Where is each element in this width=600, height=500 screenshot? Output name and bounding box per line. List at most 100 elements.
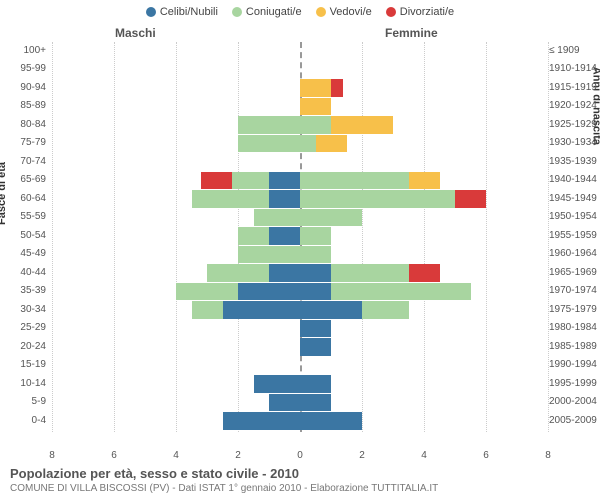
gender-female-label: Femmine (385, 26, 438, 40)
female-half (300, 301, 409, 319)
male-half (223, 412, 301, 430)
age-label: 50-54 (20, 231, 46, 241)
bar-segment (300, 116, 331, 134)
birth-year-label: 1945-1949 (549, 194, 597, 204)
female-half (300, 209, 362, 227)
age-label: 15-19 (20, 360, 46, 370)
age-label: 75-79 (20, 138, 46, 148)
female-half (300, 79, 343, 97)
bar-segment (300, 394, 331, 412)
age-row (52, 227, 548, 245)
bar-segment (300, 227, 331, 245)
bar-segment (331, 283, 471, 301)
x-tick: 8 (545, 450, 551, 461)
bar-segment (201, 172, 232, 190)
age-label: 60-64 (20, 194, 46, 204)
bar-segment (331, 79, 343, 97)
chart-footer: Popolazione per età, sesso e stato civil… (10, 466, 590, 494)
x-tick: 8 (49, 450, 55, 461)
birth-year-label: ≤ 1909 (549, 46, 580, 56)
legend-swatch (316, 7, 326, 17)
bar-segment (232, 172, 269, 190)
bar-segment (269, 227, 300, 245)
male-half (238, 227, 300, 245)
female-half (300, 412, 362, 430)
birth-year-label: 2005-2009 (549, 416, 597, 426)
chart-subtitle: COMUNE DI VILLA BISCOSSI (PV) - Dati IST… (10, 483, 590, 494)
bar-segment (223, 301, 301, 319)
birth-year-label: 2000-2004 (549, 397, 597, 407)
bar-segment (192, 190, 270, 208)
age-label: 65-69 (20, 175, 46, 185)
age-row (52, 61, 548, 79)
bar-segment (300, 375, 331, 393)
birth-year-label: 1915-1919 (549, 83, 597, 93)
legend-label: Coniugati/e (246, 6, 302, 18)
age-label: 55-59 (20, 212, 46, 222)
age-row (52, 98, 548, 116)
age-row (52, 246, 548, 264)
female-half (300, 283, 471, 301)
bar-segment (269, 394, 300, 412)
legend-label: Vedovi/e (330, 6, 372, 18)
female-half (300, 246, 331, 264)
age-row (52, 153, 548, 171)
female-half (300, 264, 440, 282)
bar-segment (238, 135, 300, 153)
birth-year-label: 1930-1934 (549, 138, 597, 148)
age-label: 10-14 (20, 379, 46, 389)
male-half (269, 394, 300, 412)
female-half (300, 116, 393, 134)
x-tick: 4 (421, 450, 427, 461)
male-half (254, 209, 301, 227)
legend-swatch (232, 7, 242, 17)
age-row (52, 135, 548, 153)
x-tick: 4 (173, 450, 179, 461)
bar-segment (300, 98, 331, 116)
birth-year-label: 1965-1969 (549, 268, 597, 278)
female-half (300, 190, 486, 208)
bar-segment (455, 190, 486, 208)
bar-segment (254, 375, 301, 393)
chart-title: Popolazione per età, sesso e stato civil… (10, 466, 590, 481)
age-row (52, 209, 548, 227)
birth-year-label: 1940-1944 (549, 175, 597, 185)
bar-segment (300, 209, 362, 227)
birth-year-label: 1935-1939 (549, 157, 597, 167)
bar-segment (331, 264, 409, 282)
age-label: 40-44 (20, 268, 46, 278)
bar-segment (409, 264, 440, 282)
grid-line (548, 42, 549, 432)
birth-year-label: 1970-1974 (549, 286, 597, 296)
birth-year-label: 1925-1929 (549, 120, 597, 130)
legend-swatch (146, 7, 156, 17)
bar-segment (238, 283, 300, 301)
legend-item: Vedovi/e (316, 6, 372, 18)
bar-segment (254, 209, 301, 227)
female-half (300, 338, 331, 356)
bar-segment (207, 264, 269, 282)
bar-segment (269, 264, 300, 282)
population-pyramid-chart: Celibi/Nubili Coniugati/e Vedovi/e Divorzia… (0, 0, 600, 500)
legend-item: Divorziati/e (386, 6, 454, 18)
legend-item: Celibi/Nubili (146, 6, 218, 18)
birth-year-label: 1980-1984 (549, 323, 597, 333)
x-tick: 0 (297, 450, 303, 461)
gender-male-label: Maschi (115, 26, 156, 40)
male-half (207, 264, 300, 282)
female-half (300, 227, 331, 245)
age-label: 90-94 (20, 83, 46, 93)
bar-segment (176, 283, 238, 301)
legend-item: Coniugati/e (232, 6, 302, 18)
birth-year-label: 1910-1914 (549, 64, 597, 74)
age-label: 85-89 (20, 101, 46, 111)
birth-year-label: 1960-1964 (549, 249, 597, 259)
male-half (238, 135, 300, 153)
birth-year-label: 1920-1924 (549, 101, 597, 111)
bar-segment (269, 190, 300, 208)
bar-segment (300, 79, 331, 97)
bar-segment (238, 227, 269, 245)
female-half (300, 320, 331, 338)
age-label: 35-39 (20, 286, 46, 296)
bar-segment (300, 264, 331, 282)
